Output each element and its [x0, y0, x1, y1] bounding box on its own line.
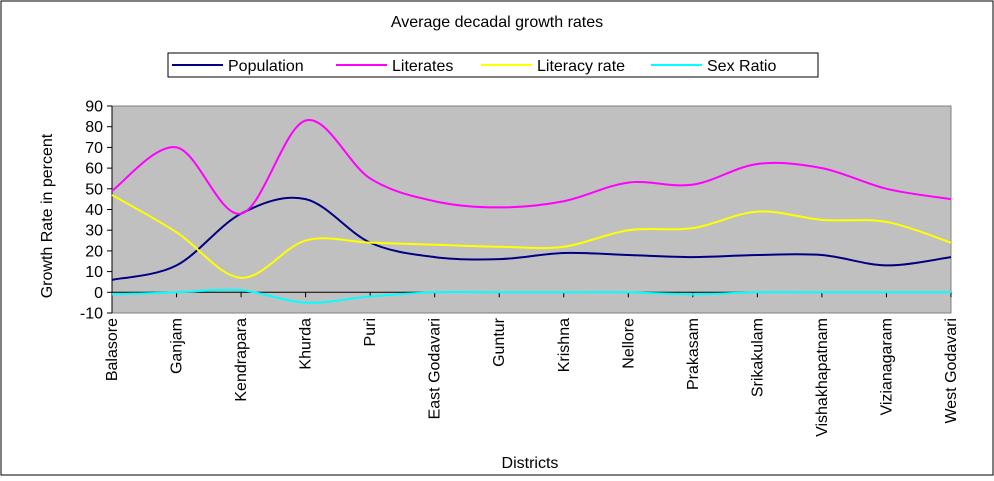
plot-area	[111, 105, 952, 314]
y-tick-label: 80	[85, 119, 103, 136]
y-tick-label: 40	[85, 202, 103, 219]
data-point-literacy-rate	[885, 220, 888, 223]
data-point-population	[820, 254, 823, 257]
data-point-literacy-rate	[369, 241, 372, 244]
legend-label-sex-ratio: Sex Ratio	[707, 58, 776, 75]
y-tick-label: 20	[85, 243, 103, 260]
data-point-literacy-rate	[691, 227, 694, 230]
data-point-sex-ratio	[369, 295, 372, 298]
legend-label-literates: Literates	[392, 58, 453, 75]
data-point-population	[885, 264, 888, 267]
data-point-sex-ratio	[756, 291, 759, 294]
data-point-literates	[175, 146, 178, 149]
x-tick-label: Srikakulam	[749, 318, 766, 397]
y-tick-label: -10	[80, 306, 103, 323]
data-point-population	[562, 251, 565, 254]
data-point-literacy-rate	[756, 210, 759, 213]
y-tick-label: 10	[85, 264, 103, 281]
y-tick-label: 60	[85, 161, 103, 178]
x-tick-label: West Godavari	[943, 318, 960, 424]
data-point-population	[498, 258, 501, 261]
data-point-literates	[691, 183, 694, 186]
legend-label-literacy-rate: Literacy rate	[537, 58, 625, 75]
data-point-literacy-rate	[240, 276, 243, 279]
series-line-literacy-rate	[111, 194, 952, 279]
data-point-literacy-rate	[562, 245, 565, 248]
data-point-sex-ratio	[950, 291, 953, 294]
axes: -10 0 10 20 30 40 50 60 70 80 90 Balasore Ganjam Kend…	[80, 99, 960, 437]
data-point-sex-ratio	[498, 291, 501, 294]
x-tick-label: Ganjam	[169, 318, 186, 374]
data-point-sex-ratio	[627, 291, 630, 294]
data-point-literates	[820, 167, 823, 170]
data-point-population	[950, 256, 953, 259]
x-tick-label: Vishakhapatnam	[814, 318, 831, 437]
x-axis-label: Districts	[502, 455, 559, 472]
data-point-population	[111, 278, 114, 281]
data-point-literates	[433, 200, 436, 203]
x-tick-label: Vizianagaram	[878, 318, 895, 416]
legend-label-population: Population	[228, 58, 304, 75]
x-tick-label: Prakasam	[685, 318, 702, 390]
data-point-literacy-rate	[950, 241, 953, 244]
legend: Population Literates Literacy rate Sex Rati…	[172, 58, 776, 75]
y-axis-label: Growth Rate in percent	[39, 133, 56, 298]
x-tick-label: Kendrapara	[233, 318, 250, 402]
data-point-sex-ratio	[240, 289, 243, 292]
data-point-sex-ratio	[691, 293, 694, 296]
x-tick-label: Nellore	[620, 318, 637, 369]
series-group	[111, 119, 953, 304]
data-point-literacy-rate	[111, 194, 114, 197]
x-tick-label: East Godavari	[427, 318, 444, 419]
series-line-literates	[111, 119, 952, 215]
data-point-literates	[111, 189, 114, 192]
data-point-sex-ratio	[433, 291, 436, 294]
x-tick-label: Khurda	[298, 318, 315, 370]
y-tick-label: 70	[85, 140, 103, 157]
data-point-literacy-rate	[175, 231, 178, 234]
x-tick-label: Guntur	[491, 317, 508, 367]
data-point-literacy-rate	[498, 245, 501, 248]
data-point-sex-ratio	[562, 291, 565, 294]
y-tick-label: 50	[85, 181, 103, 198]
data-point-sex-ratio	[304, 301, 307, 304]
x-tick-label: Puri	[362, 318, 379, 346]
data-point-literates	[756, 162, 759, 165]
data-point-literates	[304, 119, 307, 122]
data-point-population	[627, 254, 630, 257]
y-tick-label: 90	[85, 99, 103, 116]
data-point-literacy-rate	[433, 243, 436, 246]
data-point-population	[304, 198, 307, 201]
y-tick-label: 0	[94, 285, 103, 302]
data-point-literacy-rate	[820, 218, 823, 221]
data-point-population	[175, 264, 178, 267]
data-point-population	[756, 254, 759, 257]
data-point-literates	[240, 212, 243, 215]
data-point-sex-ratio	[175, 291, 178, 294]
data-point-population	[691, 256, 694, 259]
data-point-literates	[885, 187, 888, 190]
data-point-literates	[562, 200, 565, 203]
data-point-literates	[498, 206, 501, 209]
series-line-sex-ratio	[111, 288, 951, 304]
data-point-literates	[627, 181, 630, 184]
x-tick-label: Krishna	[556, 318, 573, 372]
x-tick-label: Balasore	[104, 318, 121, 381]
y-tick-label: 30	[85, 223, 103, 240]
data-point-sex-ratio	[820, 291, 823, 294]
chart-title: Average decadal growth rates	[391, 14, 603, 31]
data-point-sex-ratio	[111, 293, 114, 296]
data-point-population	[433, 256, 436, 259]
data-point-literates	[369, 177, 372, 180]
data-point-sex-ratio	[885, 291, 888, 294]
data-point-literacy-rate	[627, 229, 630, 232]
data-point-literacy-rate	[304, 239, 307, 242]
data-point-literates	[950, 198, 953, 201]
